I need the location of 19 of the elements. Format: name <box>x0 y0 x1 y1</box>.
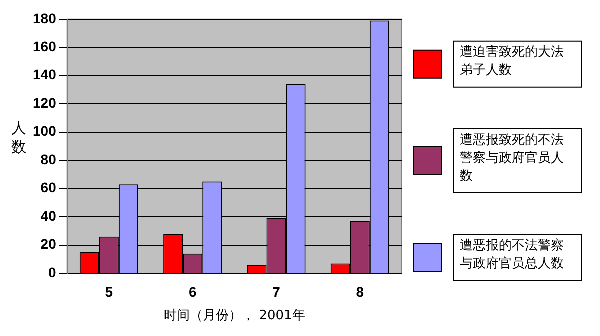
x-axis-title: 时间（月份）， 2001年 <box>164 308 306 324</box>
x-tick-label: 8 <box>356 284 364 300</box>
legend-label: 遭恶报的不法警察与政府官员总人数 <box>460 238 564 272</box>
y-axis-title: 人数 <box>10 119 28 157</box>
y-tick-label: 120 <box>33 94 57 111</box>
x-tick-label: 7 <box>272 284 281 300</box>
y-tick-label: 60 <box>40 180 57 196</box>
x-tick-label: 5 <box>105 284 114 300</box>
y-tick-label: 80 <box>40 151 57 168</box>
y-tick-label: 20 <box>40 236 57 252</box>
y-tick-label: 140 <box>33 66 57 83</box>
y-tick-label: 160 <box>33 38 57 55</box>
legend-label: 遭迫害致死的大法弟子人数 <box>460 44 564 78</box>
y-tick-label: 40 <box>40 208 57 224</box>
x-tick-label: 6 <box>188 284 197 300</box>
y-tick-label: 100 <box>33 123 57 140</box>
y-tick-label: 0 <box>48 264 57 280</box>
y-tick-label: 180 <box>33 10 57 26</box>
legend-label: 遭恶报致死的不法警察与政府官员人数 <box>460 132 564 184</box>
